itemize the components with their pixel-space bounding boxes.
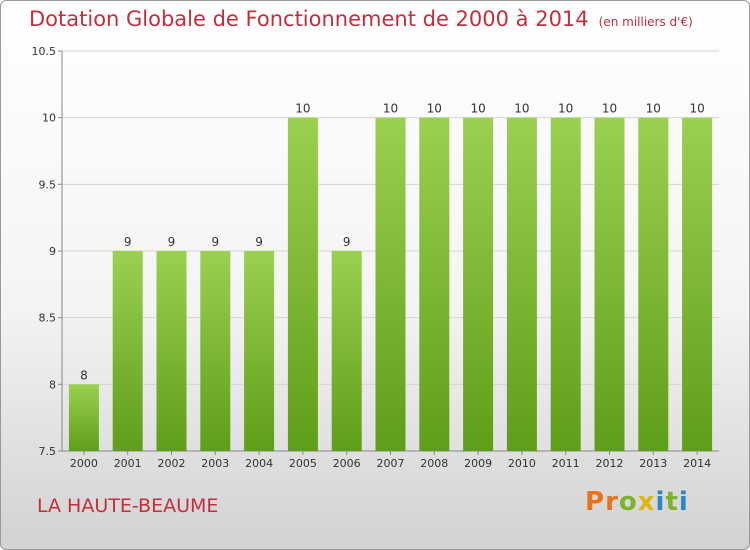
- bar-2010: [506, 117, 537, 452]
- data-label: 10: [602, 102, 617, 116]
- title-text: Dotation Globale de Fonctionnement de 20…: [29, 7, 589, 31]
- y-tick-label: 7.5: [39, 445, 57, 458]
- data-label: 10: [646, 102, 661, 116]
- bar-2007: [375, 117, 406, 452]
- logo-letter: t: [665, 487, 679, 517]
- x-tick-label: 2011: [552, 457, 580, 470]
- bar-2008: [419, 117, 450, 452]
- x-tick-label: 2007: [377, 457, 405, 470]
- data-label: 10: [383, 102, 398, 116]
- data-label: 10: [689, 102, 704, 116]
- data-label: 10: [295, 102, 310, 116]
- data-label: 9: [124, 235, 132, 249]
- x-tick-labels: 2000 2001 2002 2003 2004 2005 2006 2007 2008 2009…: [70, 451, 711, 470]
- chart-title: Dotation Globale de Fonctionnement de 20…: [29, 7, 693, 31]
- x-tick-label: 2012: [596, 457, 624, 470]
- data-label: 10: [470, 102, 485, 116]
- logo-letter: i: [655, 487, 666, 517]
- y-tick-label: 10: [42, 112, 56, 125]
- data-label: 8: [80, 368, 88, 382]
- data-label: 9: [255, 235, 263, 249]
- x-tick-label: 2004: [245, 457, 273, 470]
- bar-2003: [200, 251, 231, 451]
- x-tick-label: 2008: [420, 457, 448, 470]
- y-tick-label: 10.5: [32, 45, 57, 58]
- x-tick-label: 2005: [289, 457, 317, 470]
- bar-2000: [68, 384, 99, 451]
- y-tick-label: 9: [49, 245, 56, 258]
- bar-2014: [682, 117, 713, 452]
- commune-name: LA HAUTE-BEAUME: [37, 495, 219, 517]
- bar-2011: [550, 117, 581, 452]
- logo-letter: r: [605, 487, 619, 517]
- bar-2013: [638, 117, 669, 452]
- y-tick-label: 9.5: [39, 178, 57, 191]
- data-label: 10: [427, 102, 442, 116]
- data-label: 10: [514, 102, 529, 116]
- bar-2012: [594, 117, 625, 452]
- unit-label: (en milliers d'€): [598, 15, 693, 29]
- proxiti-logo: Proxiti: [585, 487, 689, 517]
- bar-2009: [463, 117, 494, 452]
- x-tick-label: 2000: [70, 457, 98, 470]
- data-label: 9: [168, 235, 176, 249]
- y-tick-label: 8.5: [39, 312, 57, 325]
- data-label: 9: [343, 235, 351, 249]
- bars: 8 9 9 9 9 10 9 10 10 10 10 10 10 10 10: [68, 102, 713, 452]
- y-tick-label: 8: [49, 378, 56, 391]
- y-tick-labels: 7.5 8 8.5 9 9.5 10 10.5: [32, 45, 57, 458]
- data-label: 9: [211, 235, 219, 249]
- x-tick-label: 2010: [508, 457, 536, 470]
- x-tick-label: 2003: [201, 457, 229, 470]
- logo-letter: o: [618, 487, 638, 517]
- x-tick-label: 2013: [639, 457, 667, 470]
- x-tick-label: 2009: [464, 457, 492, 470]
- logo-letter: x: [637, 487, 656, 517]
- bar-2004: [244, 251, 275, 451]
- logo-letter: i: [678, 487, 689, 517]
- bar-2006: [331, 251, 362, 451]
- x-tick-label: 2002: [158, 457, 186, 470]
- bar-2002: [156, 251, 187, 451]
- bar-2005: [287, 117, 318, 452]
- data-label: 10: [558, 102, 573, 116]
- logo-letter: P: [585, 487, 606, 517]
- x-tick-label: 2014: [683, 457, 711, 470]
- x-tick-label: 2006: [333, 457, 361, 470]
- bar-2001: [112, 251, 143, 451]
- x-tick-label: 2001: [114, 457, 142, 470]
